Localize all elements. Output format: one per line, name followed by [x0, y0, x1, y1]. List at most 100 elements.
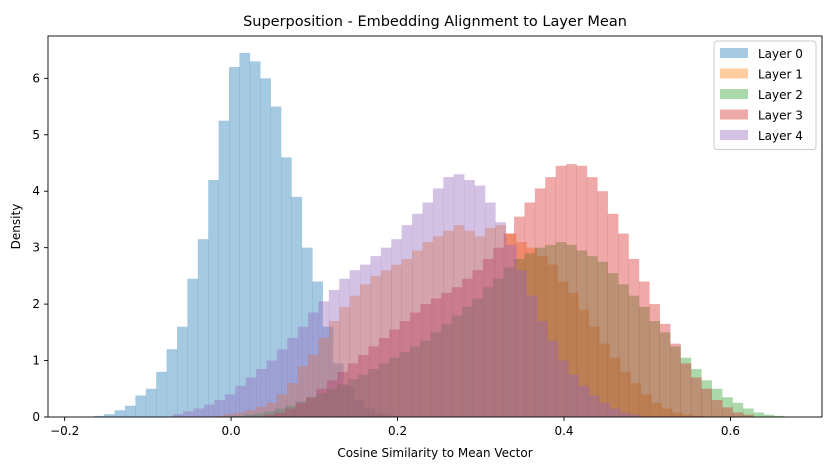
histogram-bar [285, 408, 296, 417]
histogram-bar [628, 295, 640, 417]
histogram-bar [670, 346, 681, 417]
histogram-bar [347, 379, 359, 417]
histogram-bar [233, 415, 244, 417]
histogram-bar [349, 270, 361, 417]
histogram-bar [505, 233, 517, 417]
histogram-bar [193, 408, 205, 417]
histogram-bar [534, 188, 546, 417]
histogram-bar [339, 278, 350, 417]
histogram-bar [701, 388, 713, 417]
legend: Layer 0 Layer 1 Layer 2 Layer 3 Layer 4 [713, 40, 817, 150]
histogram-bar [422, 242, 434, 417]
histogram-bar [545, 177, 556, 417]
histogram-bar [732, 402, 744, 417]
histogram-bar [274, 412, 286, 417]
histogram-bar [472, 298, 484, 417]
histogram-bar [214, 415, 226, 417]
histogram-bar [711, 400, 723, 417]
legend-label: Layer 2 [758, 88, 803, 102]
histogram-bar [576, 250, 588, 417]
histogram-bar [326, 380, 338, 417]
histogram-bar [609, 357, 621, 417]
histogram-bar [229, 67, 240, 417]
histogram-bar [484, 202, 496, 417]
histogram-bar [166, 349, 178, 417]
histogram-bar [774, 415, 785, 417]
histogram-bar [337, 384, 348, 417]
histogram-bar [441, 292, 452, 417]
series-4 [172, 174, 642, 417]
histogram-bar [638, 306, 650, 417]
histogram-bar [380, 270, 392, 417]
histogram-bar [555, 242, 567, 417]
histogram-bar [690, 369, 702, 417]
histogram-bar [742, 414, 754, 417]
histogram-bar [451, 315, 463, 417]
histogram-bar [472, 270, 484, 417]
histogram-bar [680, 357, 692, 417]
histogram-bar [358, 374, 369, 417]
histogram-bar [503, 233, 515, 417]
histogram-bar [493, 278, 504, 417]
histogram-bar [620, 371, 631, 417]
histogram-bar [464, 230, 475, 417]
histogram-bar [243, 414, 255, 417]
histogram-bar [204, 404, 215, 417]
histogram-bar [285, 405, 296, 417]
histogram-bar [462, 278, 473, 417]
histogram-bar [568, 292, 579, 417]
histogram-bar [389, 329, 400, 417]
x-tick-label: 0.2 [388, 424, 407, 438]
histogram-bar [412, 250, 423, 417]
histogram-bar [526, 295, 538, 417]
histogram-bar [245, 410, 257, 417]
histogram-bar [301, 247, 313, 417]
histogram-bar [235, 385, 246, 417]
histogram-bar [597, 261, 608, 417]
histogram-bar [380, 247, 392, 417]
histogram-bar [453, 225, 465, 417]
x-tick-label: 0.6 [721, 424, 740, 438]
histogram-bar [218, 120, 230, 418]
histogram-bar [659, 332, 671, 417]
histogram-bar [432, 188, 444, 417]
series-3 [264, 164, 754, 417]
histogram-bar [742, 408, 754, 417]
histogram-bar [135, 395, 147, 417]
histogram-bar [295, 401, 307, 417]
histogram-bar [503, 267, 515, 417]
histogram-bar [474, 236, 486, 417]
histogram-bar [618, 233, 629, 417]
histogram-bar [347, 363, 359, 417]
bars-layer [93, 52, 785, 418]
histogram-bar [378, 363, 390, 417]
histogram-bar [124, 405, 136, 417]
legend-label: Layer 1 [758, 68, 803, 82]
histogram-bar [588, 395, 600, 417]
histogram-bar [493, 247, 504, 417]
histogram-bar [609, 408, 621, 417]
y-tick-label: 3 [32, 241, 40, 255]
chart-title: Superposition - Embedding Alignment to L… [243, 14, 627, 30]
histogram-bar [385, 415, 396, 417]
histogram-bar [430, 332, 442, 417]
histogram-bar [597, 191, 608, 417]
histogram-bar [690, 377, 702, 417]
histogram-bar [224, 394, 236, 417]
histogram-bar [557, 281, 569, 417]
histogram-bar [389, 357, 400, 417]
histogram-bar [443, 177, 455, 417]
histogram-bar [453, 174, 465, 417]
histogram-bar [245, 377, 257, 417]
histogram-bar [374, 413, 386, 417]
histogram-bar [536, 321, 548, 417]
histogram-bar [495, 222, 507, 417]
y-tick-label: 5 [32, 128, 40, 142]
histogram-bar [555, 165, 567, 417]
histogram-bar [516, 270, 527, 417]
histogram-bar [276, 349, 288, 417]
legend-items: Layer 0 Layer 1 Layer 2 Layer 3 Layer 4 [720, 47, 803, 143]
legend-box [713, 40, 817, 150]
histogram-bar [276, 394, 288, 417]
legend-label: Layer 3 [758, 109, 803, 123]
